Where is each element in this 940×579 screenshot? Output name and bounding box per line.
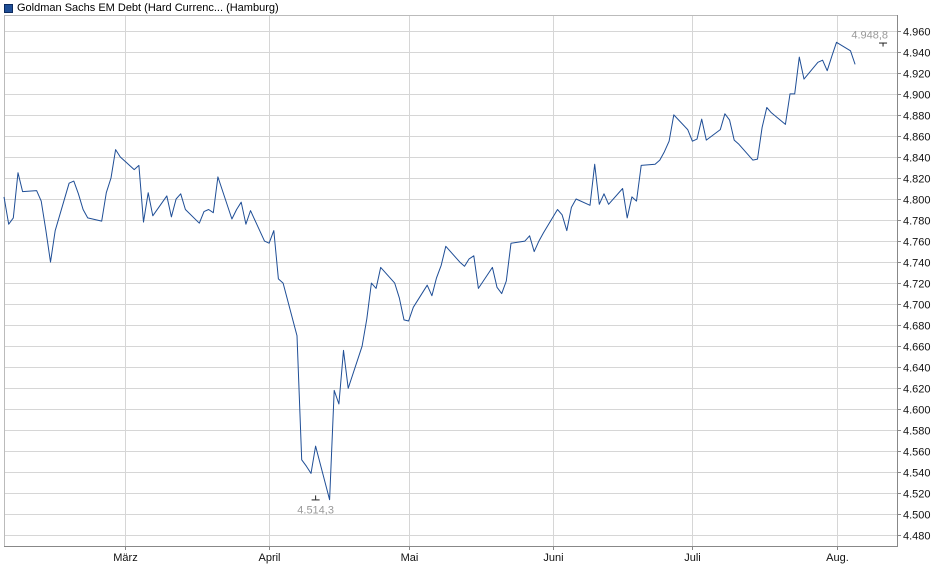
x-tick-label: Juni (543, 552, 563, 564)
y-tick-label: 4.600 (903, 405, 931, 417)
y-tick-label: 4.880 (903, 111, 931, 123)
series (3, 41, 856, 501)
y-tick-label: 4.740 (903, 258, 931, 270)
y-tick-label: 4.820 (903, 174, 931, 186)
chart-legend: Goldman Sachs EM Debt (Hard Currenc... (… (4, 1, 279, 15)
y-tick-label: 4.840 (903, 153, 931, 165)
y-tick-label: 4.520 (903, 489, 931, 501)
y-tick-label: 4.660 (903, 342, 931, 354)
y-tick-label: 4.640 (903, 363, 931, 375)
price-series-line (3, 41, 856, 501)
axes: 4.480 4.500 4.520 4.540 4.560 4.580 4.600 4.620… (4, 15, 931, 564)
y-tick-label: 4.920 (903, 69, 931, 81)
grid (4, 15, 897, 546)
y-tick-label: 4.940 (903, 48, 931, 60)
y-tick-label: 4.540 (903, 468, 931, 480)
x-tick-label: Mai (401, 552, 419, 564)
x-tick-label: Aug. (826, 552, 849, 564)
min-value-label: 4.514,3 (297, 504, 334, 516)
y-tick-label: 4.720 (903, 279, 931, 291)
y-tick-label: 4.760 (903, 237, 931, 249)
x-tick-label: März (113, 552, 137, 564)
y-tick-label: 4.480 (903, 531, 931, 543)
plot-frame (4, 15, 898, 547)
y-tick-label: 4.800 (903, 195, 931, 207)
x-tick-label: April (258, 552, 280, 564)
y-tick-label: 4.960 (903, 27, 931, 39)
legend-label: Goldman Sachs EM Debt (Hard Currenc... (… (17, 2, 279, 14)
y-tick-label: 4.700 (903, 300, 931, 312)
y-tick-label: 4.560 (903, 447, 931, 459)
y-tick-label: 4.620 (903, 384, 931, 396)
x-tick-label: Juli (684, 552, 701, 564)
y-tick-label: 4.580 (903, 426, 931, 438)
extremes: 4.948,8 4.514,3 (297, 30, 888, 517)
y-tick-label: 4.900 (903, 90, 931, 102)
y-tick-label: 4.780 (903, 216, 931, 228)
legend-swatch (4, 3, 13, 13)
y-tick-label: 4.680 (903, 321, 931, 333)
max-value-label: 4.948,8 (851, 30, 888, 42)
y-tick-label: 4.500 (903, 510, 931, 522)
y-tick-label: 4.860 (903, 132, 931, 144)
